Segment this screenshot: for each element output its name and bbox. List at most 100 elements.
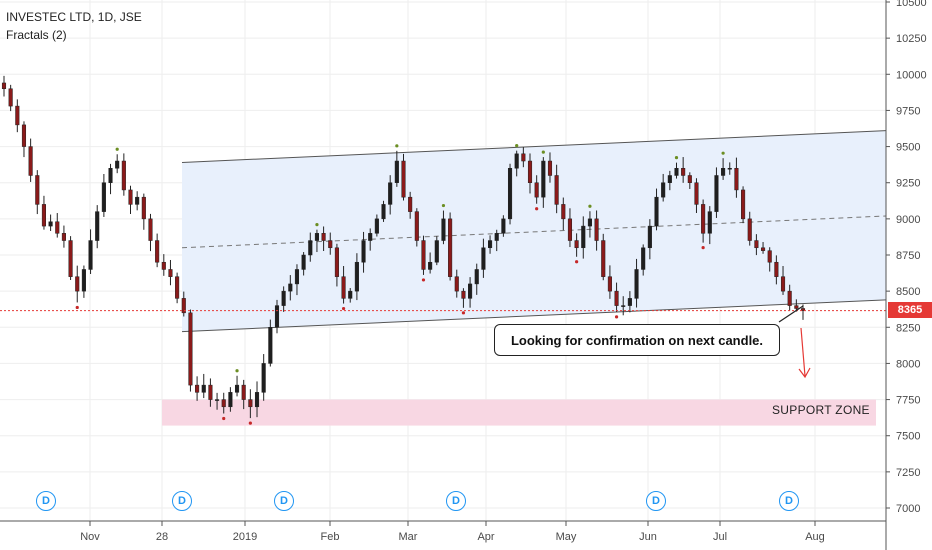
candle[interactable] xyxy=(567,218,573,241)
candle[interactable] xyxy=(541,160,546,198)
candle[interactable] xyxy=(108,168,113,183)
candle[interactable] xyxy=(647,225,652,249)
dividend-badge[interactable]: D xyxy=(446,491,466,511)
candle[interactable] xyxy=(348,290,353,299)
candle[interactable] xyxy=(401,160,406,198)
candle[interactable] xyxy=(308,240,313,256)
candle[interactable] xyxy=(734,168,739,191)
candle[interactable] xyxy=(454,276,459,292)
annotation-callout[interactable]: Looking for confirmation on next candle. xyxy=(494,324,780,356)
candle[interactable] xyxy=(294,269,300,285)
candle[interactable] xyxy=(461,290,466,299)
dividend-badge[interactable]: D xyxy=(274,491,294,511)
candle[interactable] xyxy=(754,240,759,249)
candle[interactable] xyxy=(334,247,339,277)
candle[interactable] xyxy=(514,153,519,169)
candle[interactable] xyxy=(507,168,513,220)
candle[interactable] xyxy=(527,160,533,183)
candle[interactable] xyxy=(681,168,686,176)
candle[interactable] xyxy=(747,218,752,241)
candle[interactable] xyxy=(434,240,439,263)
candle[interactable] xyxy=(614,290,619,306)
candle[interactable] xyxy=(474,269,479,285)
candle[interactable] xyxy=(81,269,86,292)
candle[interactable] xyxy=(701,204,706,234)
candle[interactable] xyxy=(601,240,606,277)
candle[interactable] xyxy=(168,269,173,277)
dividend-badge[interactable]: D xyxy=(779,491,799,511)
candle[interactable] xyxy=(641,247,646,270)
candle[interactable] xyxy=(494,233,499,241)
candle[interactable] xyxy=(181,298,186,314)
candle[interactable] xyxy=(274,305,280,328)
candle[interactable] xyxy=(8,88,13,107)
candle[interactable] xyxy=(428,261,433,270)
channel-mid-line[interactable] xyxy=(181,215,887,249)
candle[interactable] xyxy=(787,290,792,306)
candle[interactable] xyxy=(75,276,80,292)
candle[interactable] xyxy=(408,196,413,212)
candle[interactable] xyxy=(587,218,592,227)
candle[interactable] xyxy=(135,196,140,205)
candle[interactable] xyxy=(468,283,473,299)
candle[interactable] xyxy=(394,160,399,183)
candle[interactable] xyxy=(201,384,206,393)
candle[interactable] xyxy=(561,204,566,220)
candle[interactable] xyxy=(148,218,153,241)
candle[interactable] xyxy=(354,261,359,292)
candle[interactable] xyxy=(241,384,246,400)
candle[interactable] xyxy=(581,225,586,249)
candle[interactable] xyxy=(441,218,446,241)
candle[interactable] xyxy=(714,175,719,212)
candle[interactable] xyxy=(627,298,632,306)
candle[interactable] xyxy=(88,240,93,270)
candle[interactable] xyxy=(794,305,799,309)
candle[interactable] xyxy=(328,240,333,249)
candle[interactable] xyxy=(374,218,379,234)
candle[interactable] xyxy=(21,124,27,147)
candle[interactable] xyxy=(115,160,120,169)
candle[interactable] xyxy=(780,276,786,292)
candle[interactable] xyxy=(761,247,766,251)
candle[interactable] xyxy=(448,218,453,277)
candle[interactable] xyxy=(95,211,100,241)
candle[interactable] xyxy=(35,175,40,205)
candle[interactable] xyxy=(128,189,133,205)
candle[interactable] xyxy=(488,240,493,249)
candle[interactable] xyxy=(741,189,746,220)
candle[interactable] xyxy=(48,221,53,227)
candle[interactable] xyxy=(248,399,253,408)
candle[interactable] xyxy=(694,182,699,205)
candle[interactable] xyxy=(195,384,200,393)
candle[interactable] xyxy=(208,384,213,400)
candle[interactable] xyxy=(574,240,579,249)
candle[interactable] xyxy=(774,261,779,277)
candle[interactable] xyxy=(727,168,732,170)
candle[interactable] xyxy=(388,182,393,205)
candle[interactable] xyxy=(661,182,666,198)
dividend-badge[interactable]: D xyxy=(172,491,192,511)
candle[interactable] xyxy=(767,250,772,263)
candle[interactable] xyxy=(301,254,306,270)
candle[interactable] xyxy=(55,221,60,234)
candle[interactable] xyxy=(501,218,506,234)
candle[interactable] xyxy=(261,363,266,393)
candle[interactable] xyxy=(28,146,33,176)
candle[interactable] xyxy=(654,196,659,227)
candle[interactable] xyxy=(155,240,160,263)
candle[interactable] xyxy=(321,233,326,241)
candle[interactable] xyxy=(707,211,712,234)
candle[interactable] xyxy=(368,233,373,241)
candle[interactable] xyxy=(314,233,319,241)
candle[interactable] xyxy=(667,175,672,183)
candle[interactable] xyxy=(674,168,679,176)
candle[interactable] xyxy=(341,276,346,299)
support-zone[interactable] xyxy=(162,399,876,426)
candle[interactable] xyxy=(161,261,166,270)
candle[interactable] xyxy=(607,276,612,292)
candle[interactable] xyxy=(121,160,126,191)
candle[interactable] xyxy=(188,312,193,386)
candle[interactable] xyxy=(254,392,260,408)
candle[interactable] xyxy=(268,327,273,364)
candle[interactable] xyxy=(41,204,47,227)
